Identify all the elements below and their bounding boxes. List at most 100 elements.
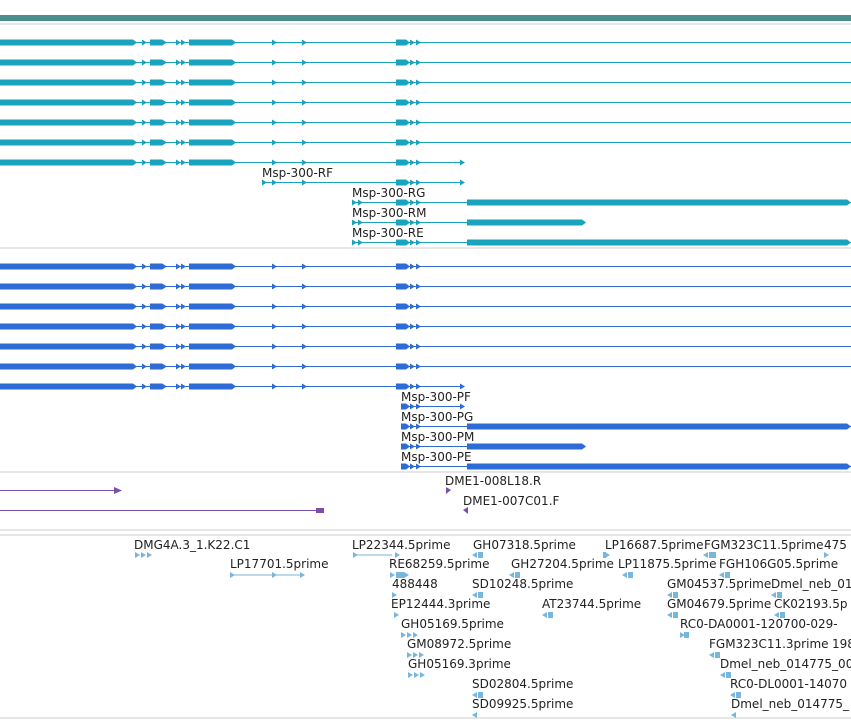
est-label[interactable]: RC0-DL0001-14070: [730, 677, 847, 691]
feature-row[interactable]: [262, 179, 465, 186]
feature-row[interactable]: [401, 403, 465, 410]
est-label[interactable]: GH05169.3prime: [408, 657, 511, 671]
strand-arrow-icon: [272, 79, 277, 86]
exon-block: [0, 263, 137, 270]
est-label[interactable]: FGM323C11.5prime: [704, 538, 824, 552]
feature-row[interactable]: [0, 343, 851, 350]
est-label[interactable]: GH07318.5prime: [473, 538, 576, 552]
est-label[interactable]: 198: [832, 637, 851, 651]
est-label[interactable]: LP16687.5prime: [605, 538, 704, 552]
est-label[interactable]: AT23744.5prime: [542, 597, 641, 611]
feature-row[interactable]: [401, 443, 586, 450]
est-label[interactable]: GH05169.5prime: [401, 617, 504, 631]
feature-row[interactable]: [352, 199, 851, 206]
est-arrow-icon: [472, 592, 477, 598]
strand-arrow-icon: [410, 403, 415, 410]
protein-label[interactable]: Msp-300-PG: [401, 410, 473, 424]
est-label[interactable]: Dmel_neb_014775_: [731, 697, 850, 711]
est-label[interactable]: GM04679.5prime: [667, 597, 771, 611]
feature-row[interactable]: [401, 423, 851, 430]
est-label[interactable]: SD09925.5prime: [472, 697, 573, 711]
transcript-label[interactable]: Msp-300-RF: [262, 166, 333, 180]
est-label[interactable]: RE68259.5prime: [389, 557, 490, 571]
est-arrow-icon: [394, 612, 399, 618]
feature-row[interactable]: [0, 283, 851, 290]
strand-arrow-icon: [142, 303, 147, 310]
est-block: [715, 652, 720, 658]
exon-block: [396, 219, 410, 226]
est-label[interactable]: SD10248.5prime: [472, 577, 573, 591]
feature-row[interactable]: [0, 323, 851, 330]
est-label[interactable]: 488448: [392, 577, 438, 591]
est-label[interactable]: LP17701.5prime: [230, 557, 329, 571]
est-label[interactable]: CK02193.5p: [774, 597, 848, 611]
exon-block: [189, 343, 236, 350]
transcript-label[interactable]: Msp-300-RM: [352, 206, 426, 220]
feature-row[interactable]: [0, 39, 851, 46]
est-label[interactable]: GM04537.5prime: [667, 577, 771, 591]
protein-label[interactable]: Msp-300-PM: [401, 430, 474, 444]
strand-arrow-icon: [176, 79, 181, 86]
clone-end-marker: [463, 507, 468, 514]
est-arrow-icon: [680, 632, 685, 638]
feature-row[interactable]: [0, 139, 851, 146]
est-label[interactable]: 475: [824, 538, 847, 552]
est-label[interactable]: EP12444.3prime: [391, 597, 490, 611]
transcript-label[interactable]: Msp-300-RE: [352, 226, 424, 240]
est-label[interactable]: DMG4A.3_1.K22.C1: [134, 538, 250, 552]
est-label[interactable]: LP22344.5prime: [352, 538, 451, 552]
feature-row[interactable]: [0, 263, 851, 270]
protein-label[interactable]: Msp-300-PE: [401, 450, 472, 464]
est-block: [478, 692, 483, 698]
strand-arrow-icon: [460, 383, 465, 390]
strand-arrow-icon: [416, 443, 421, 450]
strand-arrow-icon: [358, 199, 363, 206]
est-label[interactable]: FGM323C11.3prime: [709, 637, 829, 651]
est-arrow-icon: [395, 552, 400, 558]
strand-arrow-icon: [416, 343, 421, 350]
transcript-label[interactable]: Msp-300-RG: [352, 186, 425, 200]
strand-arrow-icon: [416, 463, 421, 470]
feature-row[interactable]: [0, 119, 851, 126]
exon-block: [396, 199, 410, 206]
clone-label[interactable]: DME1-008L18.R: [445, 474, 541, 488]
exon-block: [396, 99, 410, 106]
strand-arrow-icon: [162, 59, 167, 66]
feature-row[interactable]: [0, 383, 465, 390]
strand-arrow-icon: [162, 139, 167, 146]
feature-row[interactable]: [352, 239, 851, 246]
feature-row[interactable]: [0, 303, 851, 310]
strand-arrow-icon: [302, 283, 307, 290]
feature-row[interactable]: [0, 363, 851, 370]
est-label[interactable]: GM08972.5prime: [407, 637, 511, 651]
strand-arrow-icon: [176, 99, 181, 106]
feature-row[interactable]: [0, 99, 851, 106]
strand-arrow-icon: [410, 363, 415, 370]
est-label[interactable]: LP11875.5prime: [618, 557, 717, 571]
est-label[interactable]: RC0-DA0001-120700-029-: [680, 617, 838, 631]
strand-arrow-icon: [181, 119, 186, 126]
est-label[interactable]: SD02804.5prime: [472, 677, 573, 691]
feature-row[interactable]: [0, 159, 465, 166]
strand-arrow-icon: [262, 179, 267, 186]
est-label[interactable]: FGH106G05.5prime: [719, 557, 838, 571]
feature-row[interactable]: [352, 219, 586, 226]
est-arrow-icon: [390, 572, 395, 578]
strand-arrow-icon: [272, 139, 277, 146]
exon-block: [189, 59, 236, 66]
est-block: [736, 692, 741, 698]
est-label[interactable]: Dmel_neb_014775_00: [720, 657, 851, 671]
feature-row[interactable]: [0, 59, 851, 66]
feature-row[interactable]: [401, 463, 851, 470]
strand-arrow-icon: [302, 59, 307, 66]
est-label[interactable]: Dmel_neb_01: [771, 577, 851, 591]
exon-block: [189, 119, 236, 126]
exon-block: [0, 39, 137, 46]
feature-row[interactable]: [0, 79, 851, 86]
protein-label[interactable]: Msp-300-PF: [401, 390, 471, 404]
est-label[interactable]: GH27204.5prime: [511, 557, 614, 571]
strand-arrow-icon: [410, 39, 415, 46]
strand-arrow-icon: [302, 323, 307, 330]
strand-arrow-icon: [410, 303, 415, 310]
clone-label[interactable]: DME1-007C01.F: [463, 494, 560, 508]
